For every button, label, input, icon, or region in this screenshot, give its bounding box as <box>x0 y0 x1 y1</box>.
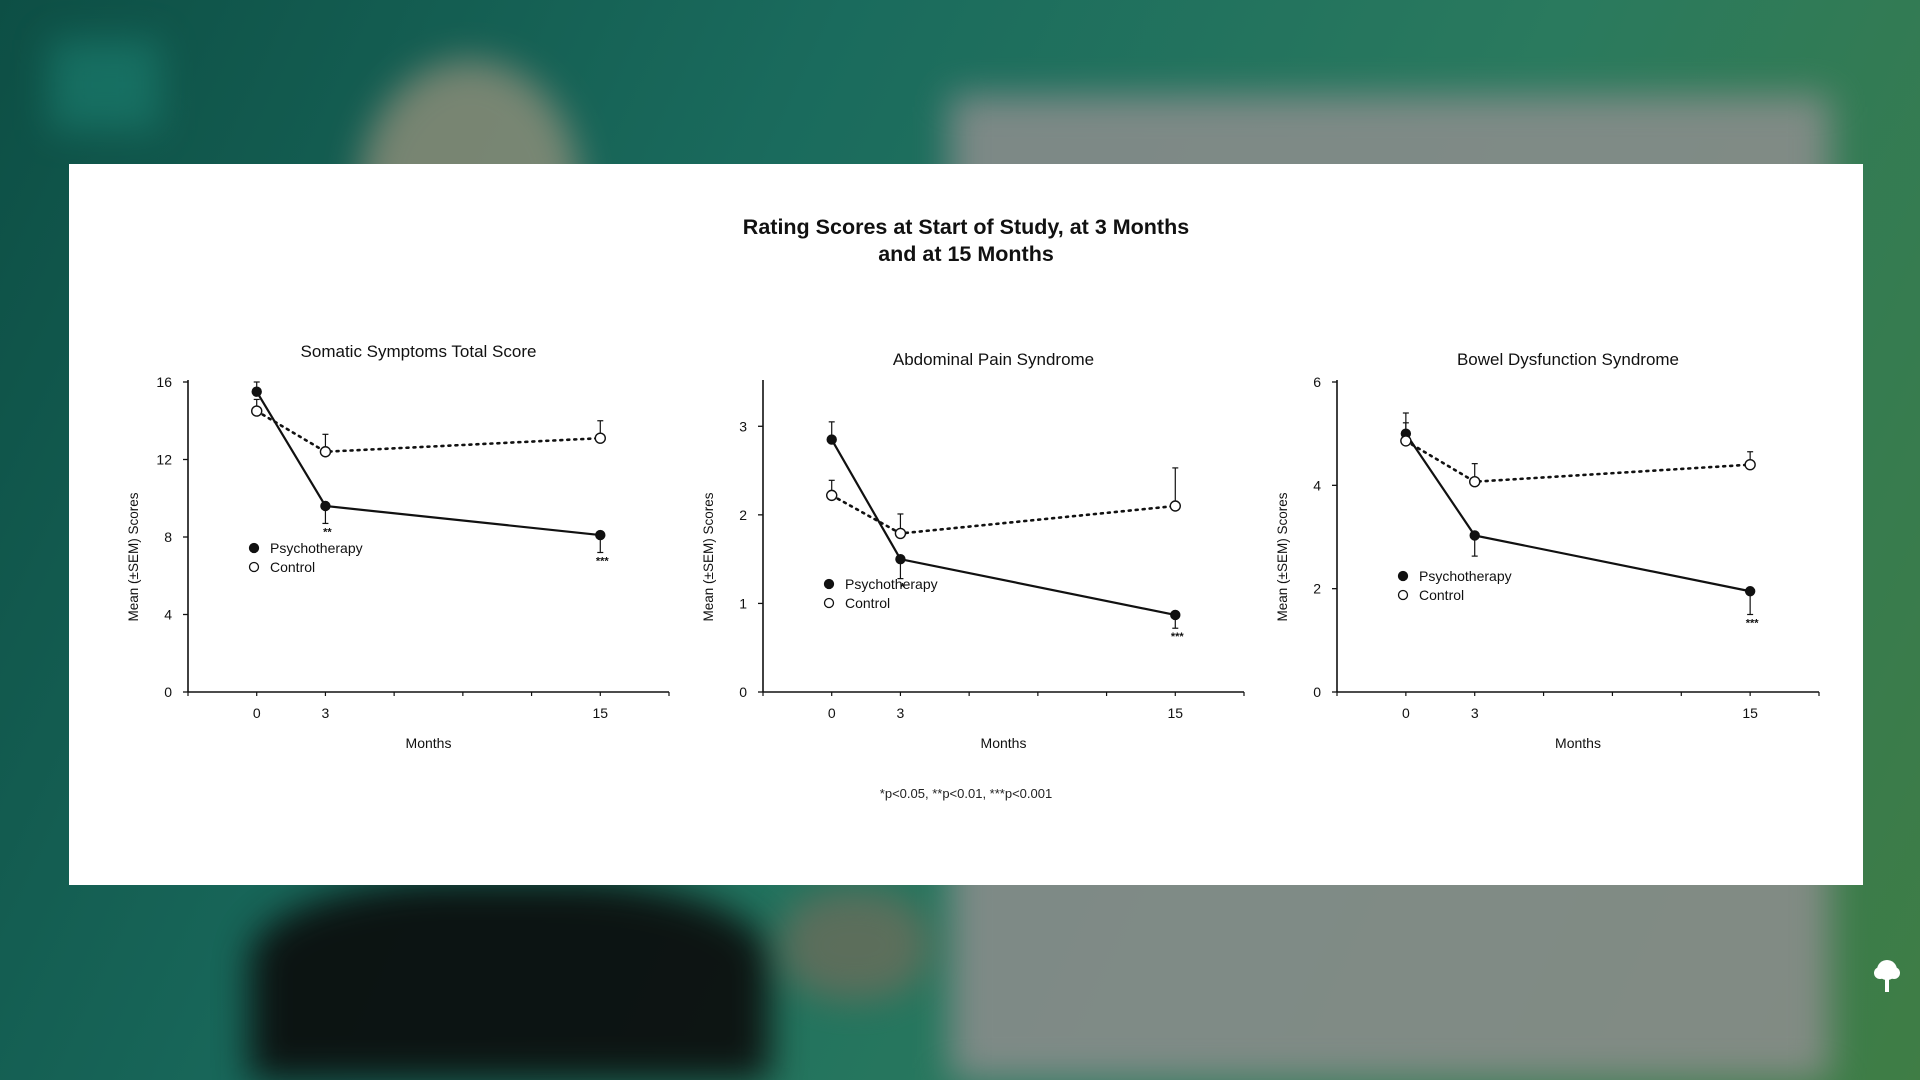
background-logo <box>50 40 160 130</box>
data-point-control <box>894 527 907 540</box>
data-point-control <box>1744 458 1756 471</box>
legend-label: Control <box>845 595 890 611</box>
background-hand <box>780 890 930 1000</box>
significance-marker: *** <box>1171 631 1185 643</box>
y-axis-title: Mean (±SEM) Scores <box>1275 492 1290 621</box>
legend-marker <box>823 578 835 590</box>
data-point-control <box>1469 476 1481 488</box>
data-point-control <box>826 489 838 502</box>
background-presenter-body <box>250 880 770 1080</box>
slide-title: Rating Scores at Start of Study, at 3 Mo… <box>69 214 1863 268</box>
chart-title: Somatic Symptoms Total Score <box>301 342 537 361</box>
legend-marker <box>1397 589 1409 601</box>
y-tick-label: 1 <box>739 595 747 611</box>
significance-marker: *** <box>596 556 610 568</box>
legend-marker <box>248 561 260 573</box>
x-tick-label: 3 <box>897 705 905 721</box>
data-point-psychotherapy <box>1170 609 1181 621</box>
chart-abdominal-pain: Abdominal Pain Syndrome 0 1 2 3 0 3 15 Months Mea… <box>701 350 1245 751</box>
legend-label: Control <box>1419 587 1464 603</box>
tree-logo-icon <box>1874 960 1900 992</box>
chart-title: Bowel Dysfunction Syndrome <box>1457 350 1679 369</box>
data-point-control <box>1169 500 1181 512</box>
y-tick-label: 0 <box>739 684 747 700</box>
y-tick-label: 2 <box>739 507 747 523</box>
x-tick-label: 15 <box>1742 705 1758 721</box>
significance-footnote: *p<0.05, **p<0.01, ***p<0.001 <box>879 786 1053 801</box>
data-point-control <box>1400 435 1412 447</box>
y-tick-label: 2 <box>1313 581 1321 597</box>
legend-label: Psychotherapy <box>270 540 363 556</box>
x-tick-label: 0 <box>828 705 836 721</box>
legend-label: Control <box>270 559 315 575</box>
x-tick-label: 3 <box>322 705 330 721</box>
y-tick-label: 8 <box>164 529 172 545</box>
significance-marker: ** <box>323 526 332 538</box>
data-point-psychotherapy <box>1744 586 1756 597</box>
data-point-psychotherapy <box>1469 530 1480 541</box>
series-line-control <box>1404 439 1752 484</box>
slide-title-line-1: Rating Scores at Start of Study, at 3 Mo… <box>742 215 1190 239</box>
y-axis-title: Mean (±SEM) Scores <box>701 492 716 621</box>
data-point-control <box>251 405 263 417</box>
x-axis-title: Months <box>406 735 452 751</box>
y-tick-label: 0 <box>164 684 172 700</box>
data-point-control <box>594 432 606 444</box>
x-tick-label: 0 <box>1402 705 1410 721</box>
data-point-psychotherapy <box>320 500 331 512</box>
legend-marker <box>823 597 835 609</box>
data-point-control <box>319 446 332 458</box>
significance-marker: * <box>900 582 905 594</box>
x-tick-label: 0 <box>253 705 261 721</box>
data-point-psychotherapy <box>826 434 837 445</box>
y-axis-title: Mean (±SEM) Scores <box>126 492 141 621</box>
y-tick-label: 4 <box>1313 477 1321 493</box>
legend-marker <box>248 542 260 554</box>
data-point-psychotherapy <box>895 553 906 565</box>
x-tick-label: 3 <box>1471 705 1479 721</box>
x-axis-title: Months <box>981 735 1027 751</box>
y-tick-label: 0 <box>1313 684 1321 700</box>
legend-label: Psychotherapy <box>845 576 938 592</box>
x-axis-title: Months <box>1555 735 1601 751</box>
y-tick-label: 16 <box>156 374 172 390</box>
data-point-psychotherapy <box>595 529 606 541</box>
data-point-psychotherapy <box>251 386 262 397</box>
y-tick-label: 12 <box>156 452 172 468</box>
slide: Rating Scores at Start of Study, at 3 Mo… <box>69 164 1863 885</box>
x-tick-label: 15 <box>1167 705 1183 721</box>
legend-marker <box>1397 570 1409 582</box>
slide-title-line-2: and at 15 Months <box>878 242 1054 266</box>
y-tick-label: 6 <box>1313 374 1321 390</box>
y-tick-label: 3 <box>739 418 747 434</box>
chart-title: Abdominal Pain Syndrome <box>893 350 1094 369</box>
x-tick-label: 15 <box>592 705 608 721</box>
y-tick-label: 4 <box>164 607 172 623</box>
chart-bowel-dysfunction: Bowel Dysfunction Syndrome 0 2 4 6 0 3 15 Months… <box>1275 350 1820 751</box>
chart-somatic-symptoms: Somatic Symptoms Total Score 0 4 8 12 16 0 3 15 M… <box>126 342 670 751</box>
legend-label: Psychotherapy <box>1419 568 1512 584</box>
significance-marker: *** <box>1746 618 1760 630</box>
